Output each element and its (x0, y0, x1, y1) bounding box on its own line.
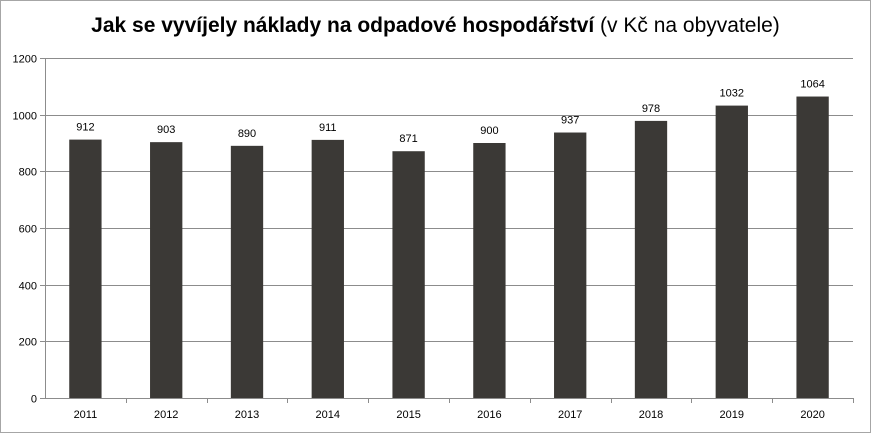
x-tick-label: 2013 (235, 409, 259, 421)
x-tick-label: 2016 (477, 409, 501, 421)
bar-2018 (634, 120, 668, 399)
y-tick-label: 0 (31, 394, 37, 406)
data-label-2019: 1032 (720, 88, 744, 100)
x-tick-label: 2015 (396, 409, 420, 421)
y-tick-label: 800 (19, 167, 37, 179)
chart-title-unit: (v Kč na obyvatele) (594, 14, 780, 37)
y-tick-label: 600 (19, 224, 37, 236)
bar-2014 (311, 139, 344, 398)
y-tick-label: 1200 (13, 54, 37, 66)
data-label-2015: 871 (399, 133, 417, 145)
x-tick-label: 2011 (74, 409, 98, 421)
bar-2011 (69, 139, 102, 398)
data-label-2017: 937 (561, 115, 579, 127)
data-label-2016: 900 (480, 125, 498, 137)
bar-2015 (392, 151, 425, 398)
x-tick-label: 2012 (154, 409, 178, 421)
data-label-2018: 978 (642, 103, 660, 115)
bar-2020 (796, 96, 829, 399)
bars: 912 903 890 911 871 900 937 978 1032 1064 (69, 79, 829, 399)
bar-2013 (230, 145, 264, 398)
data-label-2014: 911 (319, 122, 337, 134)
data-label-2013: 890 (238, 128, 256, 140)
y-tick-label: 200 (19, 337, 37, 349)
x-tick-label: 2020 (800, 409, 824, 421)
x-tick-label: 2018 (639, 409, 663, 421)
bar-2017 (554, 132, 587, 398)
x-tick-label: 2019 (720, 409, 744, 421)
x-axis: 2011 2012 2013 2014 2015 2016 2017 2018 2019 2020 (45, 398, 854, 421)
data-label-2020: 1064 (800, 79, 824, 91)
bar-2016 (473, 143, 506, 398)
chart-title-main: Jak se vyvíjely náklady na odpadové hosp… (91, 14, 595, 37)
y-axis: 0 200 400 600 800 1000 1200 (13, 54, 46, 406)
data-label-2011: 912 (76, 122, 94, 134)
x-tick-label: 2017 (558, 409, 582, 421)
data-label-2012: 903 (157, 124, 175, 136)
bar-2019 (715, 105, 748, 398)
y-tick-label: 400 (19, 281, 37, 293)
bar-2012 (150, 142, 183, 398)
y-tick-label: 1000 (13, 111, 37, 123)
chart-title: Jak se vyvíjely náklady na odpadové hosp… (0, 14, 871, 38)
x-tick-label: 2014 (316, 409, 340, 421)
